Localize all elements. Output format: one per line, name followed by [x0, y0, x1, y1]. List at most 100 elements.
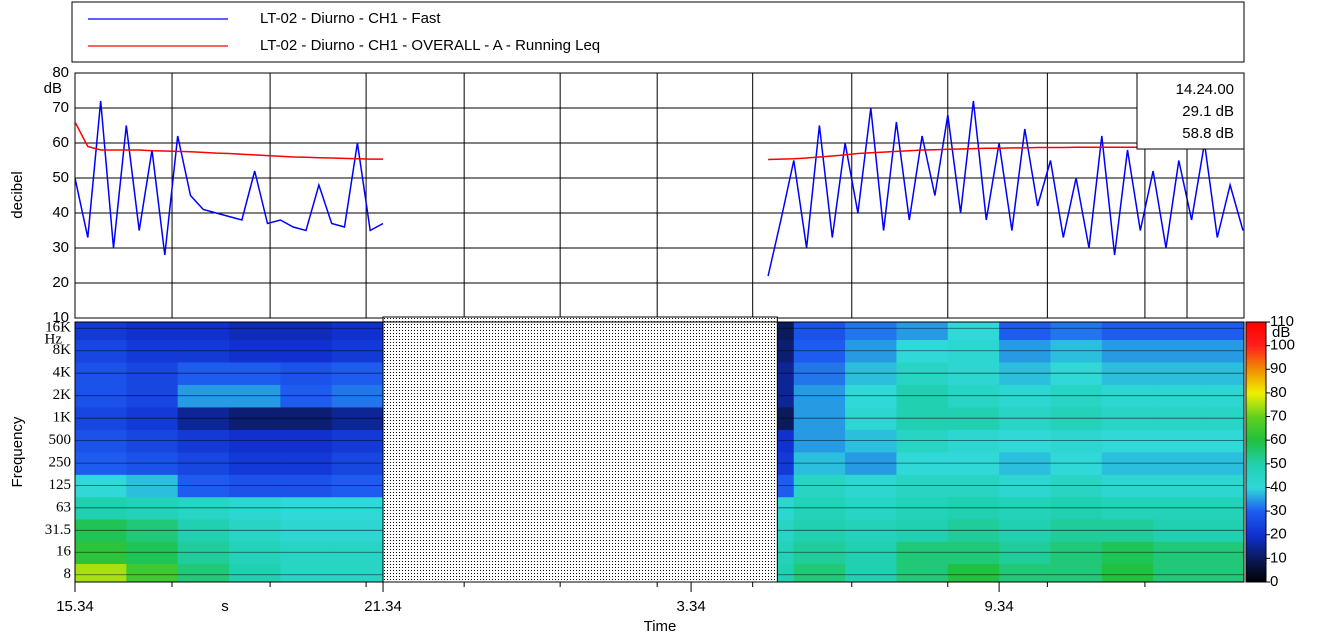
colorbar-segment [1246, 428, 1266, 432]
heatmap-cell [845, 563, 897, 582]
colorbar-segment [1246, 485, 1266, 488]
heatmap-cell [793, 563, 846, 582]
colorbar-segment [1246, 475, 1266, 479]
colorbar-segment [1246, 452, 1266, 455]
heatmap-cell [280, 322, 333, 340]
heatmap-cell [177, 322, 230, 340]
y-tick-label: 50 [52, 169, 69, 186]
colorbar-segment [1246, 336, 1266, 340]
colorbar-segment [1246, 407, 1266, 410]
colorbar-segment [1246, 366, 1266, 370]
colorbar-segment [1246, 352, 1266, 356]
colorbar-tick-label: 20 [1270, 526, 1287, 543]
colorbar-segment [1246, 546, 1266, 550]
y-axis-title: Frequency [9, 416, 26, 487]
colorbar-segment [1246, 558, 1266, 562]
colorbar-segment [1246, 322, 1266, 325]
heatmap-cell [75, 322, 127, 340]
y-tick-label: 10 [52, 309, 69, 326]
plot-frame [74, 321, 1245, 583]
colorbar-segment [1246, 350, 1266, 354]
y-tick-label: 20 [52, 274, 69, 291]
colorbar-segment [1246, 480, 1266, 484]
colorbar-segment [1246, 381, 1266, 384]
colorbar-tick-label: 110 [1270, 313, 1294, 330]
colorbar-segment [1246, 390, 1266, 394]
colorbar-segment [1246, 409, 1266, 413]
heatmap-cell [1153, 563, 1205, 582]
y-tick-label: 4K [53, 365, 72, 381]
heatmap-cell [999, 563, 1051, 582]
colorbar-segment [1246, 385, 1266, 389]
heatmap-cell [793, 322, 846, 340]
y-tick-label: 8 [64, 566, 72, 582]
colorbar-segment [1246, 572, 1266, 576]
colorbar-segment [1246, 348, 1266, 351]
colorbar-segment [1246, 487, 1266, 491]
colorbar-segment [1246, 371, 1266, 375]
colorbar-segment [1246, 494, 1266, 498]
heatmap-cell [1204, 563, 1244, 582]
colorbar-segment [1246, 504, 1266, 507]
colorbar-segment [1246, 501, 1266, 505]
colorbar-segment [1246, 404, 1266, 408]
colorbar-segment [1246, 548, 1266, 552]
colorbar-segment [1246, 482, 1266, 486]
heatmap-cell [845, 322, 897, 340]
colorbar-segment [1246, 418, 1266, 422]
y-tick-label: 1K [53, 410, 72, 426]
y-unit: Hz [45, 331, 63, 347]
y-tick-label: 125 [49, 477, 72, 493]
colorbar-segment [1246, 456, 1266, 460]
colorbar-segment [1246, 376, 1266, 380]
colorbar-segment [1246, 357, 1266, 361]
heatmap-cell [126, 322, 179, 340]
heatmap-cell [896, 322, 949, 340]
colorbar-segment [1246, 470, 1266, 474]
colorbar-segment [1246, 362, 1266, 366]
colorbar-segment [1246, 378, 1266, 382]
y-tick-label: 16 [56, 544, 72, 560]
colorbar-segment [1246, 426, 1266, 429]
x-tick-label: 15.34 [56, 598, 94, 615]
colorbar-segment [1246, 454, 1266, 458]
colorbar-segment [1246, 329, 1266, 332]
colorbar-tick-label: 10 [1270, 549, 1287, 566]
plot-area [74, 72, 1245, 319]
y-unit: dB [44, 80, 62, 97]
colorbar-segment [1246, 326, 1266, 330]
colorbar-segment [1246, 442, 1266, 446]
colorbar-tick-label: 0 [1270, 573, 1278, 590]
colorbar-segment [1246, 411, 1266, 415]
colorbar-segment [1246, 433, 1266, 436]
colorbar-segment [1246, 430, 1266, 434]
colorbar-segment [1246, 331, 1266, 335]
colorbar-segment [1246, 527, 1266, 531]
y-tick-label: 63 [56, 499, 71, 515]
colorbar-frame [1245, 321, 1267, 583]
heatmap-cell [229, 563, 281, 582]
heatmap-cell [947, 322, 1000, 340]
colorbar-segment [1246, 544, 1266, 548]
y-tick-label: 30 [52, 239, 69, 256]
colorbar-segment [1246, 560, 1266, 564]
colorbar-segment [1246, 414, 1266, 418]
heatmap-cell [1153, 322, 1205, 340]
y-tick-label: 40 [52, 204, 69, 221]
colorbar-segment [1246, 383, 1266, 387]
colorbar-segment [1246, 400, 1266, 403]
heatmap-cell [999, 322, 1051, 340]
colorbar-segment [1246, 508, 1266, 512]
heatmap-cell [1101, 322, 1154, 340]
no-data-region [382, 316, 778, 583]
colorbar-segment [1246, 324, 1266, 328]
colorbar-segment [1246, 473, 1266, 477]
colorbar-segment [1246, 388, 1266, 392]
colorbar-segment [1246, 570, 1266, 574]
colorbar-segment [1246, 567, 1266, 571]
colorbar-segment [1246, 522, 1266, 526]
x-tick-label: 21.34 [364, 598, 402, 615]
colorbar-segment [1246, 364, 1266, 368]
colorbar-segment [1246, 369, 1266, 373]
colorbar-segment [1246, 435, 1266, 439]
